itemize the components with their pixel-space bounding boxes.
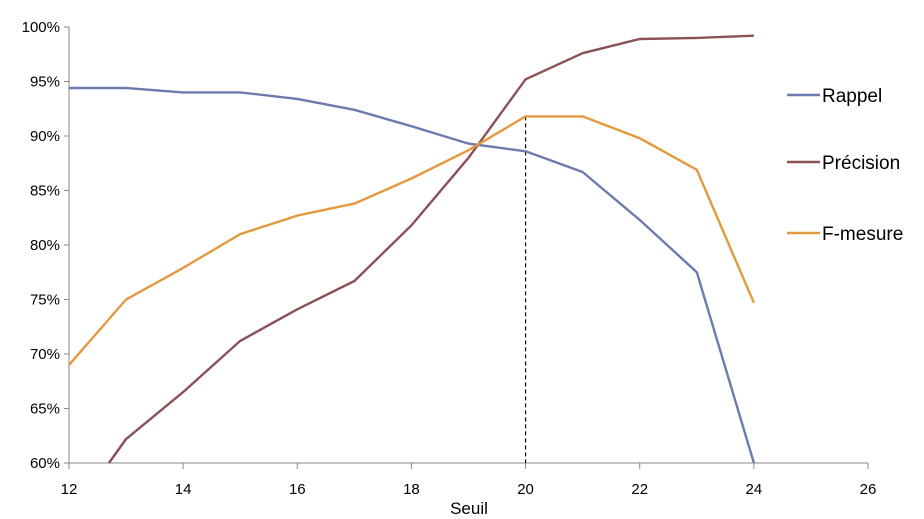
x-tick-label: 18 <box>403 481 420 498</box>
y-tick-label: 70% <box>30 346 60 363</box>
x-tick-label: 22 <box>631 481 648 498</box>
series-line-precision <box>107 34 754 464</box>
y-tick-label: 60% <box>30 455 60 472</box>
series-line-f-mesure <box>68 115 756 366</box>
x-tick-label: 20 <box>517 481 534 498</box>
y-tick-label: 75% <box>30 292 60 309</box>
y-tick-label: 100% <box>22 19 60 36</box>
x-tick-label: 26 <box>860 481 877 498</box>
y-tick-label: 80% <box>30 237 60 254</box>
axes: 60% 65% 70% 75% 80% 85% 90% 95% 100% 12 14 16 18 20 22… <box>22 19 877 498</box>
y-tick-label: 65% <box>30 401 60 418</box>
series-group <box>68 34 756 464</box>
series-line-rappel <box>69 86 756 464</box>
y-tick-label: 95% <box>30 74 60 91</box>
x-tick-label: 12 <box>61 481 78 498</box>
y-tick-label: 85% <box>30 183 60 200</box>
x-axis-title: Seuil <box>450 499 488 518</box>
y-tick-label: 90% <box>30 128 60 145</box>
legend-label-precision: Précision <box>822 153 900 174</box>
x-tick-label: 16 <box>289 481 306 498</box>
legend-label-f-mesure: F-mesure <box>822 224 903 245</box>
x-tick-label: 14 <box>175 481 192 498</box>
legend-label-rappel: Rappel <box>822 86 882 107</box>
x-tick-label: 24 <box>746 481 763 498</box>
legend: Rappel Précision F-mesure <box>787 86 903 245</box>
